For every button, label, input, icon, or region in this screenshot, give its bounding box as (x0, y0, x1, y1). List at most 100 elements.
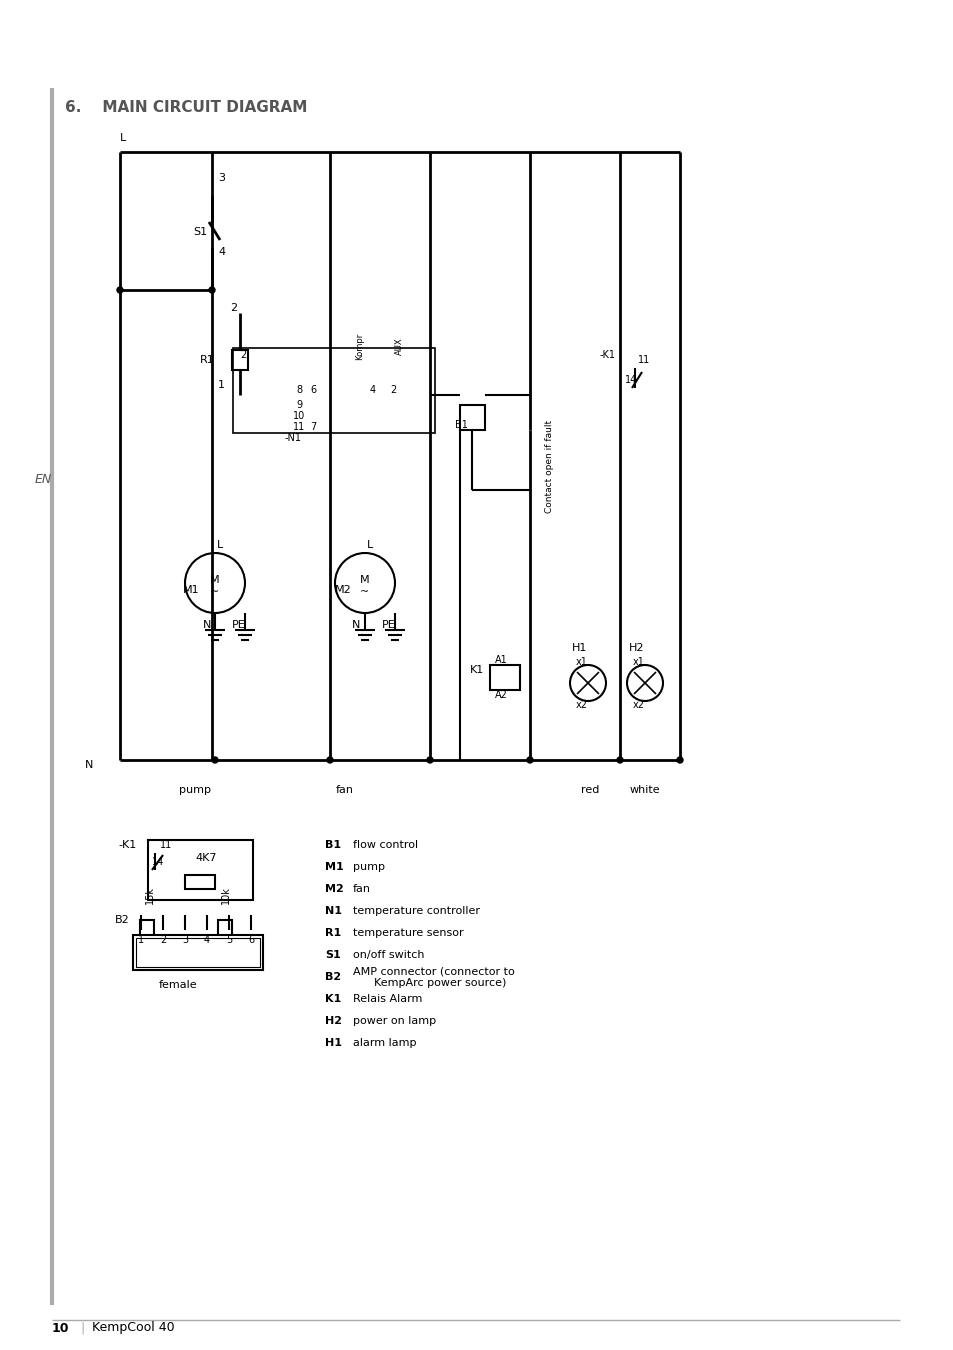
Text: 11: 11 (293, 423, 305, 432)
Bar (459, 405, 484, 431)
Circle shape (677, 757, 682, 763)
Bar (490, 666, 519, 690)
Text: white: white (629, 784, 659, 795)
Text: N: N (203, 620, 212, 630)
Text: x1: x1 (576, 657, 587, 667)
Bar (233, 348, 435, 433)
Text: H2: H2 (325, 1017, 341, 1026)
Text: 14: 14 (624, 375, 637, 385)
Text: KempCool 40: KempCool 40 (91, 1322, 174, 1335)
Text: A2: A2 (495, 690, 507, 701)
Text: temperature sensor: temperature sensor (353, 927, 463, 938)
Text: x1: x1 (633, 657, 644, 667)
Text: alarm lamp: alarm lamp (353, 1038, 416, 1048)
Circle shape (617, 757, 622, 763)
Text: 2: 2 (240, 350, 246, 360)
Text: AMP connector (connector to
      KempArc power source): AMP connector (connector to KempArc powe… (353, 967, 515, 988)
Text: female: female (158, 980, 197, 990)
Text: AUX: AUX (395, 338, 403, 355)
Text: -K1: -K1 (118, 840, 136, 850)
Text: H1: H1 (325, 1038, 341, 1048)
Text: pump: pump (353, 863, 385, 872)
Text: 6.    MAIN CIRCUIT DIAGRAM: 6. MAIN CIRCUIT DIAGRAM (65, 100, 307, 116)
Text: N: N (352, 620, 360, 630)
Text: EN: EN (35, 474, 52, 486)
Text: S1: S1 (325, 950, 340, 960)
Text: |: | (80, 1322, 84, 1335)
Text: 3: 3 (218, 173, 225, 184)
Circle shape (212, 757, 218, 763)
Bar (185, 875, 214, 890)
Text: red: red (580, 784, 598, 795)
Circle shape (526, 757, 533, 763)
Text: 15k: 15k (145, 886, 154, 904)
Text: B1: B1 (325, 840, 341, 850)
Text: fan: fan (335, 784, 354, 795)
Text: -N1: -N1 (285, 433, 302, 443)
Text: 1: 1 (138, 936, 144, 945)
Text: PE: PE (232, 620, 246, 630)
Text: H2: H2 (628, 643, 644, 653)
Text: 11: 11 (638, 355, 650, 364)
Text: B1: B1 (455, 420, 467, 431)
Text: -K1: -K1 (599, 350, 616, 360)
Text: 3: 3 (182, 936, 188, 945)
Text: 7: 7 (310, 423, 315, 432)
Text: 1: 1 (218, 379, 225, 390)
Text: 6: 6 (310, 385, 315, 396)
Circle shape (185, 554, 245, 613)
Text: 4: 4 (204, 936, 210, 945)
Circle shape (626, 666, 662, 701)
Text: R1: R1 (200, 355, 214, 364)
Text: L: L (120, 134, 126, 143)
Text: 10: 10 (52, 1322, 70, 1335)
Text: M2: M2 (325, 884, 343, 894)
Bar (232, 350, 248, 370)
Text: M: M (210, 575, 219, 585)
Text: 2: 2 (160, 936, 166, 945)
Circle shape (117, 288, 123, 293)
Text: PE: PE (381, 620, 395, 630)
Text: ~: ~ (211, 587, 219, 597)
Bar (148, 840, 253, 900)
Text: 10k: 10k (221, 886, 231, 904)
Text: M1: M1 (183, 585, 199, 595)
Bar (136, 938, 260, 967)
Text: on/off switch: on/off switch (353, 950, 424, 960)
Text: fan: fan (353, 884, 371, 894)
Text: N1: N1 (325, 906, 341, 917)
Text: L: L (367, 540, 373, 549)
Text: 4K7: 4K7 (194, 853, 216, 863)
Text: L: L (216, 540, 223, 549)
Circle shape (427, 757, 433, 763)
Bar (140, 919, 153, 950)
Text: K1: K1 (325, 994, 341, 1004)
Text: 6: 6 (248, 936, 253, 945)
Text: N: N (85, 760, 93, 770)
Text: 2: 2 (390, 385, 395, 396)
Text: 9: 9 (295, 400, 302, 410)
Text: 5: 5 (226, 936, 232, 945)
Text: 11: 11 (160, 840, 172, 850)
Text: S1: S1 (193, 227, 207, 238)
Text: x2: x2 (633, 701, 644, 710)
Text: 14: 14 (152, 857, 164, 867)
Text: R1: R1 (325, 927, 341, 938)
Circle shape (569, 666, 605, 701)
Text: flow control: flow control (353, 840, 417, 850)
Text: K1: K1 (470, 666, 484, 675)
Text: A1: A1 (495, 655, 507, 666)
Text: M1: M1 (325, 863, 343, 872)
Text: H1: H1 (572, 643, 587, 653)
Text: 4: 4 (218, 247, 225, 256)
Text: B2: B2 (325, 972, 341, 981)
Text: ~: ~ (360, 587, 369, 597)
Circle shape (327, 757, 333, 763)
Text: M2: M2 (335, 585, 352, 595)
Circle shape (209, 288, 214, 293)
Bar (132, 936, 263, 971)
Text: Relais Alarm: Relais Alarm (353, 994, 422, 1004)
Circle shape (335, 554, 395, 613)
Text: Kompr: Kompr (355, 332, 364, 360)
Text: Contact open if fault: Contact open if fault (544, 420, 554, 513)
